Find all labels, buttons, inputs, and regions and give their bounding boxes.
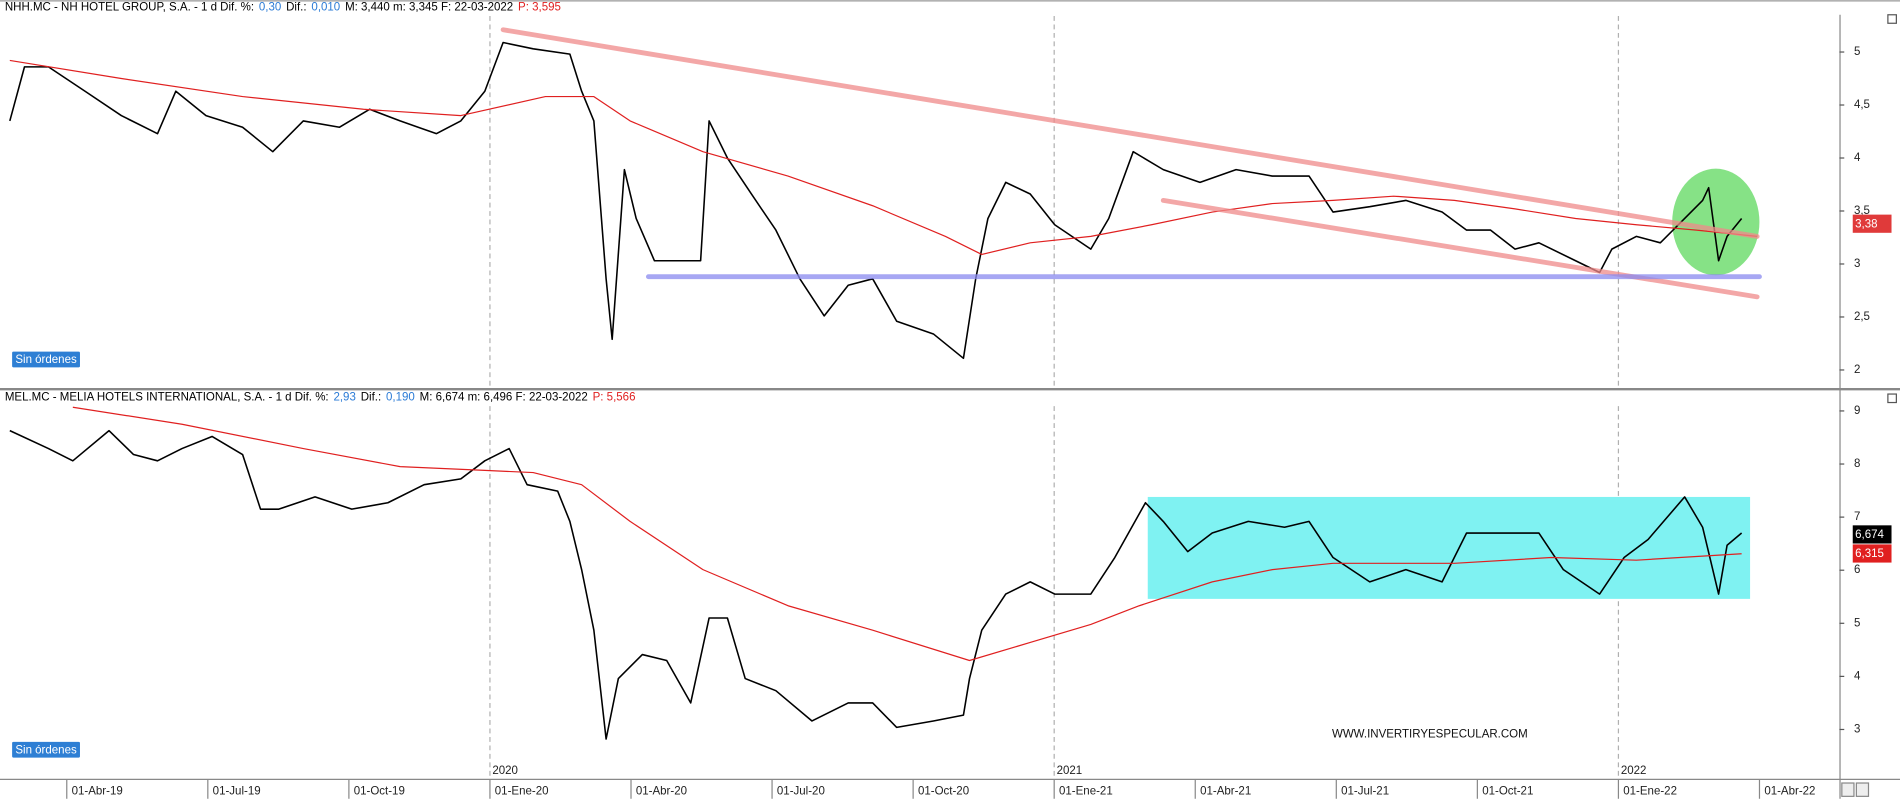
range-box	[1147, 496, 1751, 599]
orders-button[interactable]	[12, 741, 80, 758]
header-field: Dif.:	[286, 2, 306, 14]
price-tag	[1852, 214, 1892, 233]
price-tag-label: 6,315	[1855, 548, 1884, 560]
y-tick-label: 4	[1854, 152, 1861, 164]
price-tag-label: 6,674	[1855, 529, 1884, 541]
trend-line	[500, 27, 1760, 239]
y-tick-label: 5	[1854, 46, 1860, 58]
year-label: 2020	[492, 765, 518, 777]
x-tick-label: 01-Abr-20	[636, 786, 687, 798]
header-field: M: 3,440 m: 3,345 F: 22-03-2022	[345, 2, 513, 14]
header-field: M: 6,674 m: 6,496 F: 22-03-2022	[420, 392, 588, 404]
price-tag-label: 3,38	[1855, 218, 1877, 230]
orders-button-label: Sin órdenes	[15, 354, 77, 366]
y-tick-label: 2,5	[1854, 311, 1870, 323]
x-tick-label: 01-Abr-21	[1200, 786, 1251, 798]
y-tick-label: 9	[1854, 405, 1860, 417]
year-label: 2021	[1057, 765, 1083, 777]
y-tick-label: 4,5	[1854, 99, 1870, 111]
price-tag	[1852, 525, 1892, 544]
price-line	[9, 41, 1743, 360]
y-tick-label: 3	[1854, 258, 1860, 270]
x-tick-label: 01-Abr-19	[72, 786, 123, 798]
scroll-button[interactable]	[1841, 782, 1855, 797]
x-tick-label: 01-Oct-20	[918, 786, 969, 798]
price-line	[9, 429, 1743, 740]
x-tick-label: 01-Ene-20	[495, 786, 549, 798]
x-tick-label: 01-Jul-20	[777, 786, 825, 798]
y-tick-label: 2	[1854, 364, 1860, 376]
panel-icon[interactable]	[1887, 393, 1897, 404]
x-tick-label: 01-Oct-21	[1482, 786, 1533, 798]
highlight-circle	[1672, 168, 1760, 276]
orders-button[interactable]	[12, 351, 80, 368]
x-tick-label: 01-Ene-22	[1623, 786, 1677, 798]
x-tick-label: 01-Abr-22	[1764, 786, 1815, 798]
panel-icon[interactable]	[1887, 14, 1897, 24]
trend-line	[1160, 197, 1760, 300]
y-tick-label: 7	[1854, 511, 1860, 523]
y-tick-label: 5	[1854, 617, 1860, 629]
x-tick-label: 01-Ene-21	[1059, 786, 1113, 798]
header-field: NHH.MC - NH HOTEL GROUP, S.A. - 1 d Dif.…	[5, 2, 254, 14]
x-tick-label: 01-Oct-19	[354, 786, 405, 798]
panel-header: MEL.MC - MELIA HOTELS INTERNATIONAL, S.A…	[5, 392, 636, 404]
x-tick-label: 01-Jul-19	[213, 786, 261, 798]
scroll-button[interactable]	[1855, 782, 1870, 797]
x-tick-label: 01-Jul-21	[1341, 786, 1389, 798]
header-field: P: 5,566	[593, 392, 636, 404]
year-label: 2022	[1621, 765, 1647, 777]
y-tick-label: 6	[1854, 564, 1860, 576]
y-tick-label: 4	[1854, 670, 1861, 682]
y-tick-label: 3	[1854, 724, 1860, 736]
header-field: P: 3,595	[518, 2, 561, 14]
y-tick-label: 3,5	[1854, 205, 1870, 217]
y-tick-label: 8	[1854, 458, 1860, 470]
orders-button-label: Sin órdenes	[15, 744, 77, 756]
moving-average	[9, 59, 1758, 256]
header-field: 0,190	[386, 392, 415, 404]
header-field: 2,93	[333, 392, 355, 404]
header-field: 0,30	[259, 2, 281, 14]
header-field: MEL.MC - MELIA HOTELS INTERNATIONAL, S.A…	[5, 392, 329, 404]
moving-average	[72, 406, 1742, 662]
header-field: Dif.:	[361, 392, 381, 404]
price-tag	[1852, 544, 1892, 563]
header-field: 0,010	[311, 2, 340, 14]
panel-header: NHH.MC - NH HOTEL GROUP, S.A. - 1 d Dif.…	[5, 2, 561, 14]
watermark: WWW.INVERTIRYESPECULAR.COM	[1332, 729, 1528, 741]
